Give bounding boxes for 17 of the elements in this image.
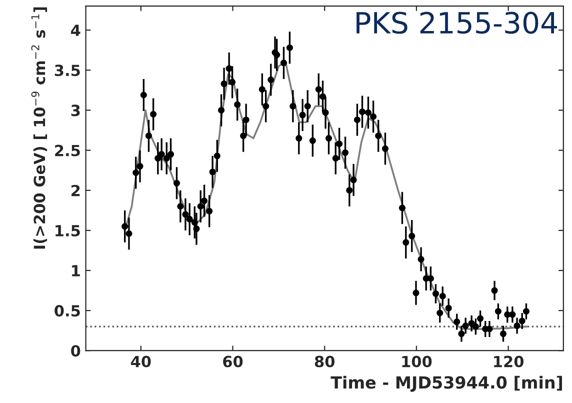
x-tick-label: 80 <box>314 356 335 368</box>
chart-title: PKS 2155-304 <box>356 12 558 34</box>
y-tick-label: 3.5 <box>54 64 80 76</box>
y-tick-label: 3 <box>71 104 80 116</box>
x-tick-label: 100 <box>402 356 432 368</box>
y-tick-label: 0 <box>71 345 80 357</box>
y-tick-label: 1.5 <box>56 225 80 236</box>
y-tick-label: 0.5 <box>54 305 80 317</box>
y-axis-title: I(>200 GeV) [ 10$^{−9}$ cm$^{−2}$ s$^{−1}$] <box>31 7 48 249</box>
x-tick-label: 60 <box>223 356 243 368</box>
y-tick-label: 2.5 <box>55 144 80 156</box>
x-tick-label: 120 <box>494 356 524 368</box>
y-tick-label: 4 <box>70 24 80 36</box>
y-tick-label: 1 <box>72 265 80 276</box>
y-tick-label: 2 <box>72 184 80 196</box>
x-axis-title: Time - MJD53944.0 [min] <box>330 376 562 392</box>
x-tick-label: 40 <box>130 356 151 368</box>
